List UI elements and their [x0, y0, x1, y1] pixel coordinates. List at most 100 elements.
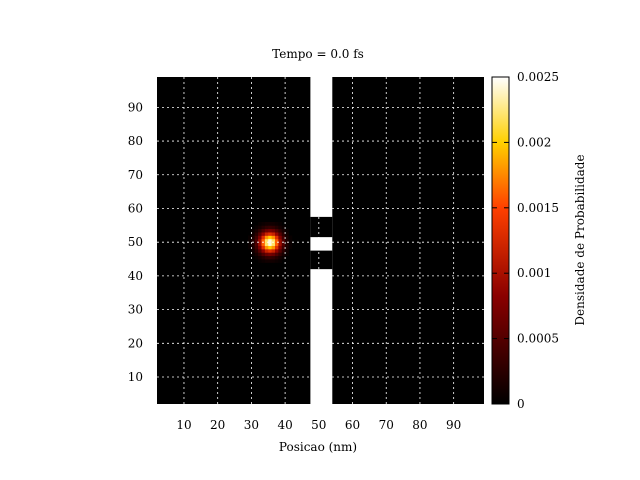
heatmap-cell: [261, 221, 266, 226]
heatmap-cell: [264, 232, 269, 236]
x-axis-ticks: 10 20 30 40 50 60 70 80 90: [176, 418, 461, 432]
heatmap-cell: [258, 235, 262, 240]
heatmap-cell: [264, 245, 269, 250]
barrier: [310, 77, 333, 404]
heatmap-cell: [264, 252, 269, 257]
heatmap-cell: [271, 228, 276, 233]
colorbar-tick-label: 0.001: [517, 266, 551, 280]
heatmap-cell: [261, 252, 266, 257]
heatmap-cell: [271, 245, 276, 250]
heatmap-cell: [251, 248, 256, 253]
heatmap-cell: [251, 252, 256, 257]
y-tick-label: 50: [128, 235, 143, 249]
heatmap-cell: [254, 232, 259, 236]
heatmap-cell: [278, 252, 283, 257]
heatmap-cell: [261, 259, 266, 263]
heatmap-cell: [285, 228, 289, 233]
heatmap-cell: [264, 242, 269, 246]
heatmap-cell: [281, 248, 286, 253]
x-tick-label: 80: [412, 418, 427, 432]
heatmap-cell: [264, 235, 269, 240]
heatmap-cell: [274, 235, 279, 240]
heatmap-cell: [268, 221, 273, 226]
heatmap-cell: [285, 235, 289, 240]
heatmap-area: [157, 77, 484, 404]
heatmap-cell: [281, 225, 286, 230]
heatmap-cell: [258, 221, 262, 226]
colorbar: 0 0.0005 0.001 0.0015 0.002 0.0025: [491, 70, 559, 411]
heatmap-cell: [258, 245, 262, 250]
heatmap-cell: [281, 235, 286, 240]
heatmap-cell: [274, 255, 279, 260]
heatmap-cell: [258, 242, 262, 246]
heatmap-cell: [285, 248, 289, 253]
heatmap-cell: [264, 238, 269, 243]
y-tick-label: 80: [128, 134, 143, 148]
heatmap-cell: [278, 259, 283, 263]
y-tick-label: 10: [128, 370, 143, 384]
heatmap-cell: [271, 225, 276, 230]
heatmap-cell: [258, 259, 262, 263]
heatmap-cell: [285, 232, 289, 236]
heatmap-cell: [264, 225, 269, 230]
heatmap-cell: [248, 242, 252, 246]
heatmap-cell: [281, 232, 286, 236]
heatmap-cell: [271, 242, 276, 246]
heatmap-cell: [278, 232, 283, 236]
x-tick-label: 50: [311, 418, 326, 432]
heatmap-cell: [254, 225, 259, 230]
heatmap-cell: [264, 228, 269, 233]
x-tick-label: 90: [446, 418, 461, 432]
y-tick-label: 20: [128, 336, 143, 350]
y-tick-label: 30: [128, 303, 143, 317]
barrier-wall: [310, 77, 333, 404]
heatmap-cell: [268, 235, 273, 240]
heatmap-cell: [274, 259, 279, 263]
heatmap-cell: [254, 245, 259, 250]
heatmap-cell: [261, 232, 266, 236]
barrier-slit: [310, 250, 333, 270]
heatmap-cell: [268, 242, 273, 246]
heatmap-cell: [285, 252, 289, 257]
x-tick-label: 10: [176, 418, 191, 432]
heatmap-cell: [281, 238, 286, 243]
heatmap-cell: [254, 228, 259, 233]
heatmap-cell: [261, 245, 266, 250]
heatmap-cell: [278, 255, 283, 260]
heatmap-cell: [254, 252, 259, 257]
heatmap-cell: [271, 221, 276, 226]
heatmap-cell: [254, 238, 259, 243]
heatmap-cell: [271, 238, 276, 243]
heatmap-cell: [278, 248, 283, 253]
heatmap-cell: [281, 228, 286, 233]
barrier-slit: [310, 216, 333, 238]
heatmap-cell: [261, 238, 266, 243]
heatmap-cell: [268, 228, 273, 233]
heatmap-cell: [274, 232, 279, 236]
x-tick-label: 40: [277, 418, 292, 432]
heatmap-cell: [264, 248, 269, 253]
heatmap-cell: [271, 232, 276, 236]
heatmap-cell: [258, 255, 262, 260]
heatmap-cell: [261, 228, 266, 233]
heatmap-cell: [278, 238, 283, 243]
heatmap-cell: [258, 252, 262, 257]
heatmap-cell: [271, 235, 276, 240]
heatmap-cell: [288, 245, 293, 250]
heatmap-cell: [268, 255, 273, 260]
heatmap-cell: [278, 221, 283, 226]
heatmap-cell: [248, 245, 252, 250]
heatmap-cell: [278, 225, 283, 230]
heatmap-cell: [261, 248, 266, 253]
colorbar-gradient: [491, 76, 510, 405]
heatmap-cell: [251, 245, 256, 250]
heatmap-cell: [274, 225, 279, 230]
heatmap-cell: [258, 238, 262, 243]
heatmap-cell: [274, 242, 279, 246]
heatmap-cell: [254, 235, 259, 240]
heatmap-cell: [288, 235, 293, 240]
x-axis-label: Posicao (nm): [279, 440, 357, 454]
heatmap-cell: [258, 228, 262, 233]
heatmap-cell: [258, 248, 262, 253]
heatmap-cell: [274, 252, 279, 257]
